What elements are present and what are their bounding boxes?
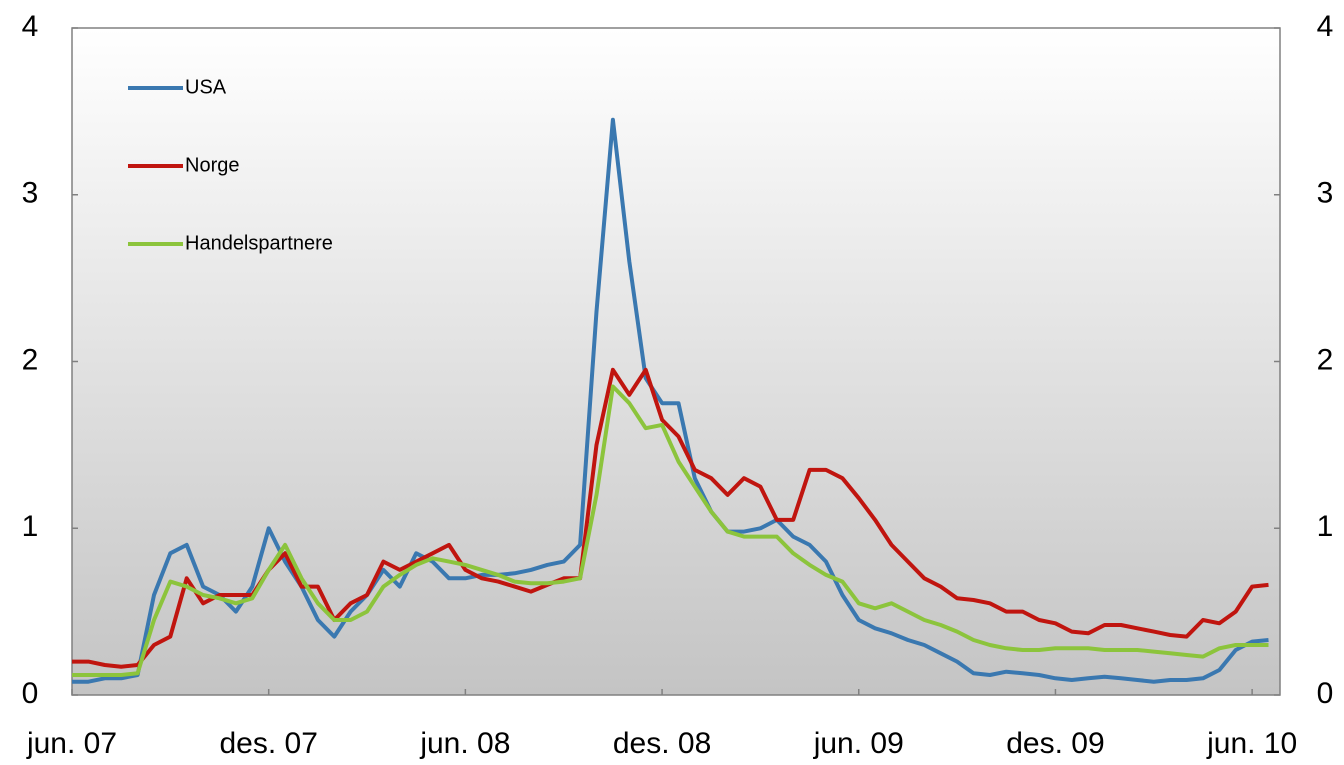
x-tick-label: jun. 09 xyxy=(813,727,904,760)
y2-tick-label: 0 xyxy=(1317,677,1334,710)
y2-tick-label: 2 xyxy=(1317,343,1334,376)
y-tick-label: 3 xyxy=(22,177,39,210)
series-line xyxy=(72,384,1269,677)
y2-tick-label: 3 xyxy=(1317,177,1334,210)
y2-tick-label: 1 xyxy=(1317,510,1334,543)
legend-label: USA xyxy=(185,76,227,98)
y-tick-label: 4 xyxy=(22,10,39,43)
x-tick-label: jun. 07 xyxy=(26,727,117,760)
series-line xyxy=(72,117,1269,684)
y-tick-label: 1 xyxy=(22,510,39,543)
x-tick-label: des. 09 xyxy=(1006,727,1104,760)
x-tick-label: jun. 10 xyxy=(1206,727,1297,760)
legend-label: Norge xyxy=(185,154,239,176)
y-tick-label: 0 xyxy=(22,677,39,710)
x-tick-label: jun. 08 xyxy=(419,727,510,760)
legend-label: Handelspartnere xyxy=(185,232,333,254)
x-tick-label: des. 07 xyxy=(219,727,317,760)
y-tick-label: 2 xyxy=(22,343,39,376)
x-tick-label: des. 08 xyxy=(613,727,711,760)
plot-area xyxy=(71,27,1281,696)
y2-tick-label: 4 xyxy=(1317,10,1334,43)
